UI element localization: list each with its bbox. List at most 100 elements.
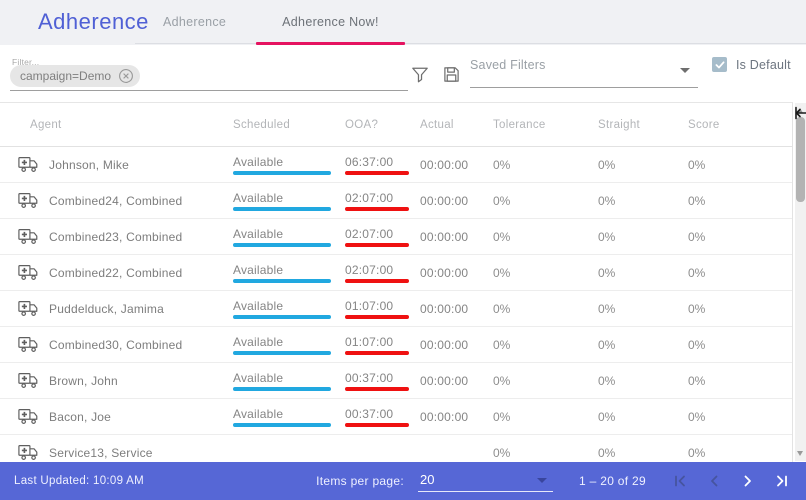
table-row[interactable]: Combined30, Combined Available 01:07:00 … [0,327,792,363]
agent-vehicle-icon [18,408,40,425]
check-icon [715,60,724,68]
column-header-score[interactable]: Score [688,118,720,131]
previous-page-button[interactable] [704,471,724,491]
tolerance-value: 0% [493,337,511,352]
next-page-button[interactable] [738,471,758,491]
chip-remove-icon[interactable] [118,68,134,84]
agent-name: Brown, John [49,373,118,388]
tolerance-value: 0% [493,193,511,208]
ooa-value: 01:07:00 [345,298,394,313]
agent-vehicle-icon [18,192,40,209]
ooa-value: 02:07:00 [345,262,394,277]
ooa-bar [345,422,409,427]
tolerance-value: 0% [493,373,511,388]
straight-value: 0% [598,337,616,352]
page-range-label: 1 – 20 of 29 [579,474,646,488]
table-row[interactable]: Brown, John Available 00:37:00 00:00:00 … [0,363,792,399]
filter-bar: Filter... campaign=Demo [0,45,806,102]
tab-adherence-label: Adherence [163,14,227,29]
scheduled-value: Available [233,226,284,241]
actual-value: 00:00:00 [420,229,469,244]
agent-name: Bacon, Joe [49,409,112,424]
scheduled-bar [233,170,331,175]
scheduled-bar [233,242,331,247]
dropdown-caret-icon [680,68,690,73]
ooa-bar [345,242,409,247]
filter-chip[interactable]: campaign=Demo [10,65,141,87]
scheduled-bar [233,350,331,355]
agent-vehicle-icon [18,444,40,461]
pagination-controls [670,471,792,491]
first-page-button[interactable] [670,471,690,491]
tolerance-value: 0% [493,229,511,244]
column-header-tolerance[interactable]: Tolerance [493,118,546,131]
column-header-agent[interactable]: Agent [30,118,62,131]
score-value: 0% [688,157,706,172]
chevron-left-icon [711,475,718,487]
save-filter-button[interactable] [440,65,462,87]
items-per-page-select[interactable]: 20 [418,470,553,492]
agent-name: Johnson, Mike [49,157,129,172]
last-page-button[interactable] [772,471,792,491]
is-default-toggle[interactable]: Is Default [712,57,791,72]
actual-value: 00:00:00 [420,301,469,316]
agent-vehicle-icon [18,156,40,173]
score-value: 0% [688,337,706,352]
tolerance-value: 0% [493,409,511,424]
score-value: 0% [688,265,706,280]
first-page-icon [675,475,685,487]
chevron-right-icon [744,475,751,487]
table-row[interactable]: Puddelduck, Jamima Available 01:07:00 00… [0,291,792,327]
saved-filters-select[interactable]: Saved Filters [470,55,698,88]
ooa-bar [345,170,409,175]
agent-name: Puddelduck, Jamima [49,301,164,316]
agent-name: Combined24, Combined [49,193,183,208]
table-row[interactable]: Combined24, Combined Available 02:07:00 … [0,183,792,219]
scheduled-value: Available [233,154,284,169]
is-default-checkbox[interactable] [712,57,727,72]
score-value: 0% [688,193,706,208]
tolerance-value: 0% [493,301,511,316]
score-value: 0% [688,409,706,424]
mouse-cursor-icon [794,106,806,125]
pagination-footer: Last Updated: 10:09 AM Items per page: 2… [0,462,806,500]
actual-value: 00:00:00 [420,157,469,172]
score-value: 0% [688,445,706,460]
app-header: Adherence Adherence Adherence Now! [0,0,806,45]
agent-vehicle-icon [18,228,40,245]
apply-filter-button[interactable] [409,65,431,87]
agent-vehicle-icon [18,264,40,281]
table-row[interactable]: Combined22, Combined Available 02:07:00 … [0,255,792,291]
scheduled-bar [233,386,331,391]
agent-name: Combined22, Combined [49,265,183,280]
table-row[interactable]: Johnson, Mike Available 06:37:00 00:00:0… [0,147,792,183]
agent-vehicle-icon [18,300,40,317]
table-row[interactable]: Service13, Service 0% 0% 0% [0,435,792,462]
filter-input[interactable]: campaign=Demo [10,63,408,91]
column-header-ooa[interactable]: OOA? [345,118,379,131]
scrollbar-thumb[interactable] [796,117,805,202]
scheduled-bar [233,314,331,319]
column-header-straight[interactable]: Straight [598,118,641,131]
last-page-icon [777,475,787,487]
items-per-page-value: 20 [420,472,435,487]
straight-value: 0% [598,445,616,460]
table-row[interactable]: Bacon, Joe Available 00:37:00 00:00:00 0… [0,399,792,435]
scheduled-value: Available [233,406,284,421]
agent-name: Combined23, Combined [49,229,183,244]
ooa-bar [345,206,409,211]
filter-input-label: Filter... [12,57,40,67]
agent-vehicle-icon [18,372,40,389]
tab-adherence-now[interactable]: Adherence Now! [254,0,407,45]
table-row[interactable]: Combined23, Combined Available 02:07:00 … [0,219,792,255]
score-value: 0% [688,301,706,316]
ooa-bar [345,350,409,355]
column-header-scheduled[interactable]: Scheduled [233,118,291,131]
vertical-scrollbar[interactable] [795,103,806,461]
scheduled-value: Available [233,262,284,277]
scrollbar-down-icon[interactable] [797,451,803,456]
column-header-actual[interactable]: Actual [420,118,454,131]
straight-value: 0% [598,409,616,424]
tab-adherence[interactable]: Adherence [135,0,254,43]
